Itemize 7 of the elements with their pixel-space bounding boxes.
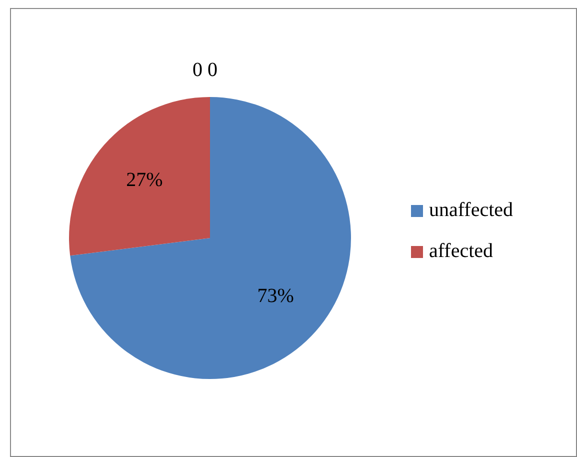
chart-title: 0 0 xyxy=(192,59,218,82)
pie-slice xyxy=(69,97,210,256)
pie-slice xyxy=(70,97,351,379)
legend-label: affected xyxy=(429,240,494,263)
data-label: 73% xyxy=(257,284,294,307)
legend-label: unaffected xyxy=(429,199,514,222)
data-label: 27% xyxy=(126,169,163,192)
